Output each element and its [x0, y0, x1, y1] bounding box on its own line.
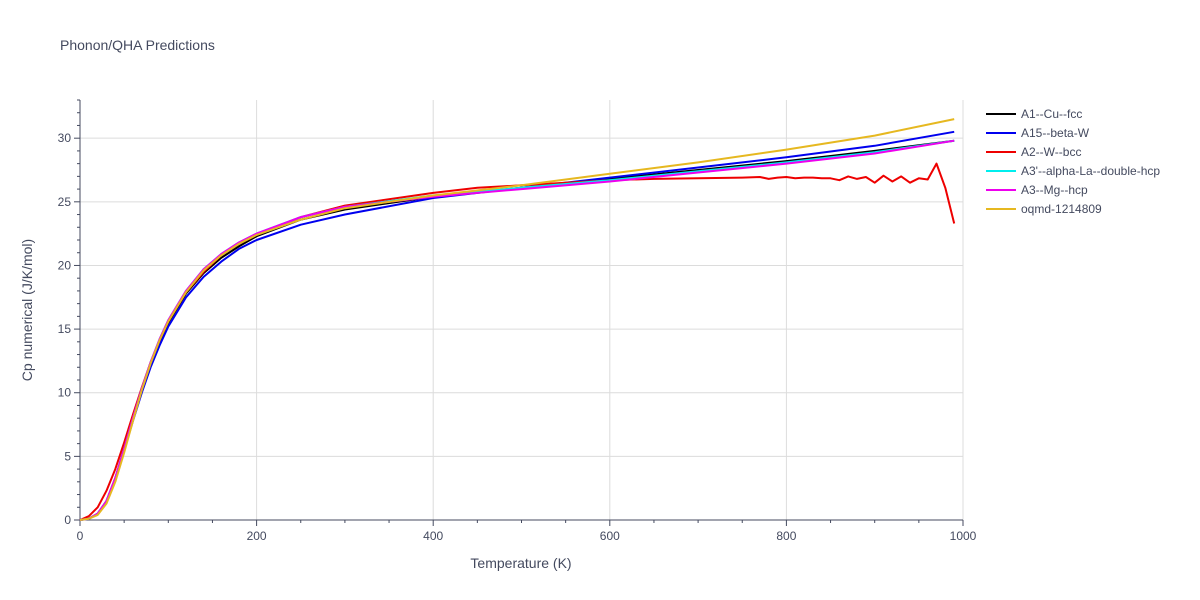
legend-label: oqmd-1214809: [1021, 202, 1102, 216]
legend-label: A1--Cu--fcc: [1021, 107, 1082, 121]
plot-area: [79, 118, 956, 521]
legend-label: A3'--alpha-La--double-hcp: [1021, 164, 1160, 178]
x-axis-title: Temperature (K): [470, 555, 571, 571]
legend-label: A15--beta-W: [1021, 126, 1090, 140]
series-line: [79, 162, 956, 521]
x-tick-label: 200: [247, 529, 267, 543]
y-tick-label: 30: [58, 131, 72, 145]
x-tick-label: 1000: [950, 529, 977, 543]
x-tick-label: 400: [423, 529, 443, 543]
y-axis-title: Cp numerical (J/K/mol): [19, 239, 35, 381]
chart-title: Phonon/QHA Predictions: [60, 37, 215, 53]
y-tick-label: 20: [58, 258, 72, 272]
series-line: [79, 139, 955, 521]
y-tick-label: 25: [58, 195, 72, 209]
legend: A1--Cu--fcc A15--beta-W A2--W--bcc A3'--alp…: [986, 107, 1160, 216]
y-tick-label: 5: [64, 449, 71, 463]
series-line: [79, 118, 955, 521]
grid: [80, 100, 964, 520]
x-tick-label: 800: [776, 529, 796, 543]
legend-label: A2--W--bcc: [1021, 145, 1081, 159]
x-tick-label: 0: [77, 529, 84, 543]
y-tick-label: 15: [58, 322, 72, 336]
series-line: [79, 139, 955, 521]
legend-label: A3--Mg--hcp: [1021, 183, 1088, 197]
y-tick-label: 0: [64, 513, 71, 527]
axes: 0 200 400 600 800 1000 0 5 10 15 20 25 30: [58, 99, 977, 543]
y-tick-label: 10: [58, 386, 72, 400]
series-line: [79, 139, 955, 521]
x-tick-label: 600: [600, 529, 620, 543]
